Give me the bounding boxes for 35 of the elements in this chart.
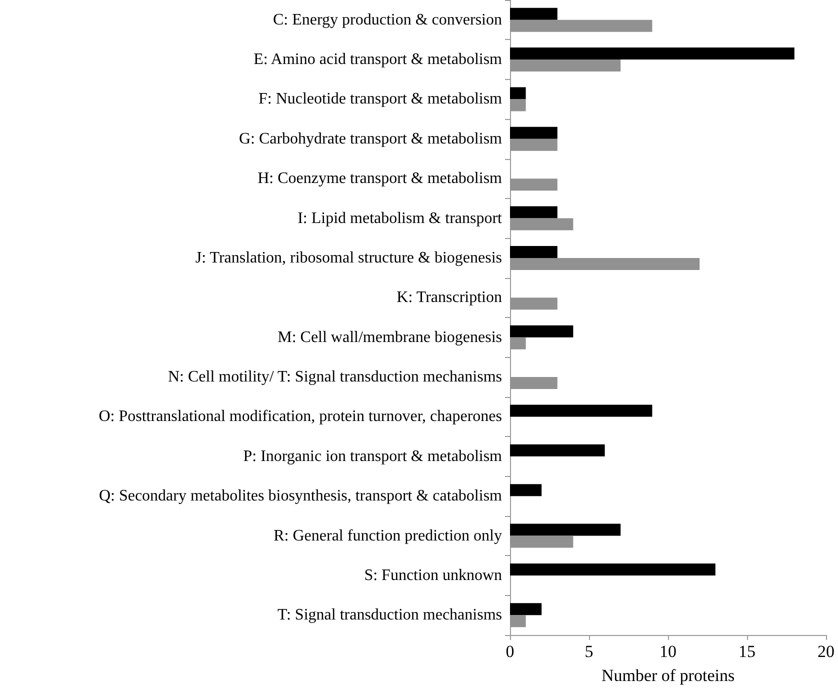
y-tick-label: O: Posttranslational modification, protein turnover, chaperones [98,408,502,426]
bar [510,444,605,456]
y-tick-label: E: Amino acid transport & metabolism [254,51,503,68]
y-tick-label: J: Translation, ribosomal structure & biogenesis [195,249,502,266]
y-tick-label: F: Nucleotide transport & metabolism [258,90,503,108]
y-tick-label: G: Carbohydrate transport & metabolism [238,130,503,148]
y-tick-label: M: Cell wall/membrane biogenesis [278,328,502,346]
y-tick-label: I: Lipid metabolism & transport [298,210,503,227]
bar [510,48,794,60]
y-tick-label: H: Coenzyme transport & metabolism [258,170,503,188]
bar [510,524,621,536]
y-tick-label: C: Energy production & conversion [273,11,502,28]
bar [510,246,558,258]
x-tick-label: 20 [818,642,834,661]
bar [510,206,558,218]
x-tick-label: 15 [738,642,756,661]
y-tick-label: K: Transcription [396,289,502,306]
x-tick-label: 10 [660,642,676,661]
y-tick-label: R: General function prediction only [274,527,502,544]
y-tick-label: S: Function unknown [364,566,502,584]
x-tick-label: 5 [584,642,594,661]
bar [510,404,652,417]
bar [510,87,526,100]
x-axis-title: Number of proteins [601,666,735,685]
bar [510,603,542,616]
bar [510,126,558,139]
y-tick-label: Q: Secondary metabolites biosynthesis, transport & catabolism [98,488,503,505]
bar [510,325,574,338]
y-tick-label: T: Signal transduction mechanisms [278,606,502,624]
y-tick-label: N: Cell motility/ T: Signal transduction mechanisms [168,368,502,386]
y-tick-label: P: Inorganic ion transport & metabolism [243,448,503,465]
bar [510,8,558,20]
bar [510,563,716,576]
x-tick-label: 0 [506,642,514,661]
bar [510,484,542,496]
